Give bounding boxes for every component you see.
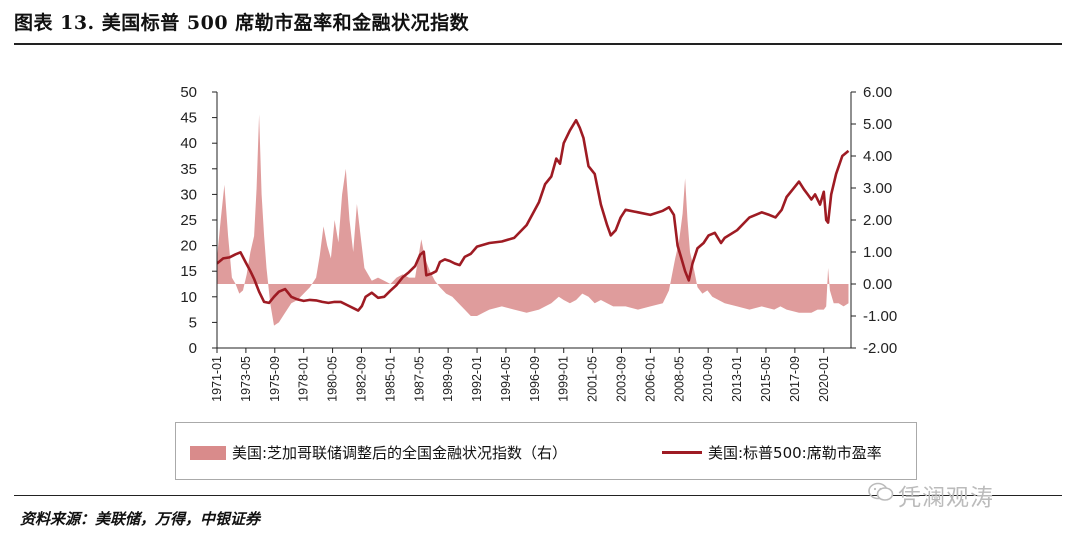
x-tick-label: 2013-01 <box>730 356 744 402</box>
x-tick-label: 2010-09 <box>701 356 715 402</box>
x-tick-label: 1980-05 <box>326 356 340 402</box>
area-series-layer <box>217 114 849 326</box>
right-tick-label: -1.00 <box>863 308 897 325</box>
left-tick-label: 30 <box>180 186 197 203</box>
right-axis: -2.00 -1.00 0.00 1.00 2.00 3.00 4.00 5.00 6.00 <box>851 84 897 357</box>
x-tick-label: 1994-05 <box>499 356 513 402</box>
right-tick-label: 0.00 <box>863 276 892 293</box>
financial-conditions-area <box>217 114 849 326</box>
x-tick-label: 2006-01 <box>643 356 657 402</box>
legend-swatch-area <box>190 445 226 460</box>
legend-swatch-line <box>662 451 702 454</box>
legend-item-cape: 美国:标普500:席勒市盈率 <box>662 442 882 463</box>
left-tick-label: 25 <box>180 212 197 229</box>
left-tick-label: 15 <box>180 263 197 280</box>
right-tick-label: 3.00 <box>863 180 892 197</box>
x-tick-label: 1987-05 <box>412 356 426 402</box>
left-tick-label: 10 <box>180 289 197 306</box>
x-tick-label: 1973-05 <box>239 356 253 402</box>
x-tick-label: 1978-01 <box>297 356 311 402</box>
figure-title: 图表 13. 美国标普 500 席勒市盈率和金融状况指数 <box>14 12 470 34</box>
x-tick-label: 2003-09 <box>615 356 629 402</box>
x-tick-label: 2020-01 <box>817 356 831 402</box>
x-tick-label: 1971-01 <box>210 356 224 402</box>
legend-item-financial-conditions: 美国:芝加哥联储调整后的全国金融状况指数（右） <box>190 442 567 463</box>
right-tick-label: 2.00 <box>863 212 892 229</box>
cape-line <box>217 118 850 312</box>
x-tick-label: 2008-05 <box>672 356 686 402</box>
line-series-layer <box>217 118 850 312</box>
left-axis: 0 5 10 15 20 25 30 35 40 45 50 <box>180 84 217 357</box>
left-tick-label: 20 <box>180 238 197 255</box>
right-tick-label: -2.00 <box>863 340 897 357</box>
x-tick-label: 1996-09 <box>528 356 542 402</box>
source-rule <box>14 495 1062 496</box>
right-tick-label: 5.00 <box>863 116 892 133</box>
x-tick-label: 1985-01 <box>383 356 397 402</box>
x-tick-label: 2001-05 <box>586 356 600 402</box>
x-tick-label: 1989-09 <box>441 356 455 402</box>
x-tick-label: 1992-01 <box>470 356 484 402</box>
x-tick-label: 2017-09 <box>788 356 802 402</box>
source-note: 资料来源：美联储，万得，中银证券 <box>20 510 261 528</box>
legend: 美国:芝加哥联储调整后的全国金融状况指数（右） 美国:标普500:席勒市盈率 <box>175 422 917 480</box>
wechat-icon <box>868 482 894 501</box>
x-tick-label: 1999-01 <box>557 356 571 402</box>
x-tick-label: 1982-09 <box>355 356 369 402</box>
left-tick-label: 40 <box>180 135 197 152</box>
legend-label-cape: 美国:标普500:席勒市盈率 <box>708 444 882 462</box>
x-axis: 1971-01 1973-05 1975-09 1978-01 1980-05 1982-… <box>210 348 831 402</box>
x-tick-label: 2015-05 <box>759 356 773 402</box>
right-tick-label: 6.00 <box>863 84 892 101</box>
watermark-text: 凭澜观涛 <box>898 485 994 511</box>
left-tick-label: 0 <box>189 340 197 357</box>
title-rule <box>14 43 1062 45</box>
x-tick-label: 1975-09 <box>268 356 282 402</box>
left-tick-label: 45 <box>180 110 197 127</box>
left-tick-label: 5 <box>189 314 197 331</box>
left-tick-label: 35 <box>180 161 197 178</box>
left-tick-label: 50 <box>180 84 197 101</box>
legend-label-financial-conditions: 美国:芝加哥联储调整后的全国金融状况指数（右） <box>232 444 568 462</box>
right-tick-label: 4.00 <box>863 148 892 165</box>
right-tick-label: 1.00 <box>863 244 892 261</box>
